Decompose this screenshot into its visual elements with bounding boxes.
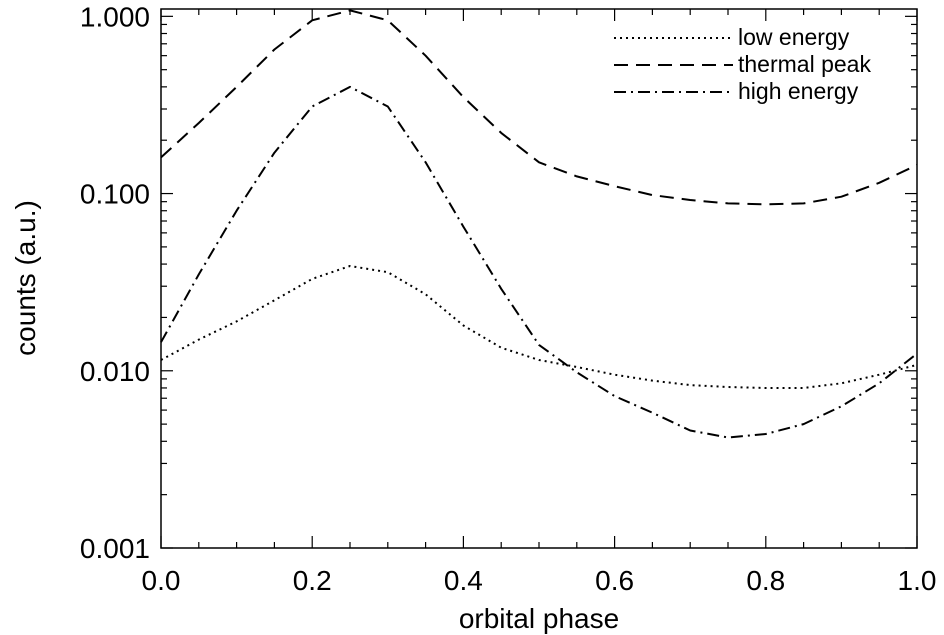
- y-tick-label: 0.010: [80, 356, 150, 387]
- legend-label: low energy: [738, 24, 850, 50]
- series-low-energy-line: [160, 265, 918, 389]
- legend-label: thermal peak: [738, 51, 871, 77]
- legend-label: high energy: [738, 78, 859, 104]
- y-axis-title: counts (a.u.): [10, 200, 41, 356]
- x-tick-label: 0.0: [142, 565, 181, 596]
- x-tick-label: 0.8: [746, 565, 785, 596]
- y-tick-label: 1.000: [80, 1, 150, 32]
- series-layer: [160, 9, 918, 439]
- y-tick-label: 0.001: [80, 533, 150, 564]
- y-tick-label: 0.100: [80, 179, 150, 210]
- series-high-energy-line: [160, 85, 918, 439]
- tick-labels: 0.0 0.2 0.4 0.6 0.8 1.0 0.001 0.010 0.100 1.000: [80, 1, 937, 596]
- x-tick-label: 0.6: [595, 565, 634, 596]
- x-tick-label: 1.0: [898, 565, 937, 596]
- x-tick-label: 0.2: [293, 565, 332, 596]
- series-thermal-peak-line: [160, 9, 918, 206]
- x-axis-title: orbital phase: [459, 603, 619, 634]
- x-tick-label: 0.4: [444, 565, 483, 596]
